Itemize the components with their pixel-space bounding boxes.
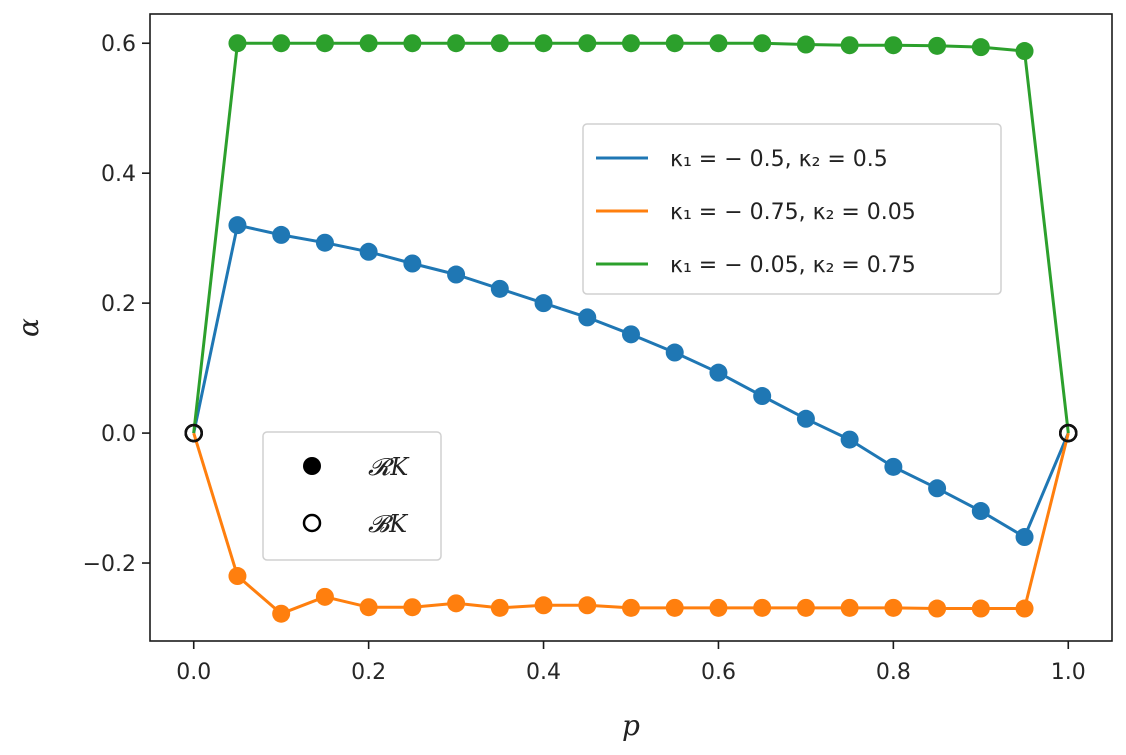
series-3-point: [315, 34, 334, 53]
series-3-endpoint: [184, 423, 203, 443]
series-3-point: [359, 34, 378, 53]
series-3-endpoint: [1059, 423, 1078, 443]
series-1-point: [840, 430, 859, 449]
legend-label: κ₁ = − 0.75, κ₂ = 0.05: [670, 200, 916, 225]
x-tick-label: 0.4: [526, 660, 561, 685]
series-3-point: [665, 34, 684, 53]
series-2-point: [578, 596, 597, 615]
series-3-point: [928, 36, 947, 55]
series-2-point: [709, 598, 728, 617]
series-3-point: [884, 36, 903, 55]
series-1-point: [971, 502, 990, 521]
series-1-point: [578, 308, 597, 327]
series-3-point: [534, 34, 553, 53]
series-2-point: [665, 598, 684, 617]
series-2-point: [447, 594, 466, 613]
x-axis-label: p: [622, 709, 640, 742]
series-3-point: [403, 34, 422, 53]
series-3-point: [1015, 42, 1034, 61]
series-1-point: [315, 233, 334, 252]
series-2-point: [622, 598, 640, 617]
x-tick-label: 0.8: [876, 660, 911, 685]
x-tick-label: 1.0: [1051, 660, 1086, 685]
series-1-point: [359, 242, 378, 261]
series-2-point: [840, 598, 859, 617]
marker-legend-box: [262, 431, 442, 561]
series-2-point: [753, 598, 772, 617]
marker-legend-label: 𝓑K: [368, 510, 409, 538]
x-tick-label: 0.0: [176, 660, 211, 685]
y-tick-label: 0.0: [101, 422, 136, 447]
series-1-point: [928, 479, 947, 498]
series-2-point: [884, 598, 903, 617]
series-3-point: [272, 34, 291, 53]
series-1-point: [665, 343, 684, 362]
series-3-point: [228, 34, 247, 53]
series-1-point: [796, 409, 815, 428]
series-3-point: [490, 34, 509, 53]
series-3-point: [971, 38, 990, 57]
plot-frame: [149, 13, 1113, 642]
series-2-point: [796, 598, 815, 617]
series-2-point: [490, 598, 509, 617]
series-1-point: [272, 225, 291, 244]
series-3-point: [709, 34, 728, 53]
y-tick-label: 0.6: [101, 32, 136, 57]
y-tick-label: 0.4: [101, 162, 136, 187]
y-tick-label: 0.2: [101, 292, 136, 317]
series-1-point: [709, 363, 728, 382]
series-1-point: [534, 294, 553, 313]
series-1-point: [1015, 528, 1034, 547]
series-3-point: [447, 34, 466, 53]
legend-label: κ₁ = − 0.5, κ₂ = 0.5: [670, 147, 888, 172]
series-2-point: [315, 587, 334, 606]
series-1-point: [753, 387, 772, 406]
x-tick-label: 0.2: [351, 660, 386, 685]
legend-layer: κ₁ = − 0.5, κ₂ = 0.5 κ₁ = − 0.75, κ₂ = 0.…: [582, 123, 1002, 295]
marker-legend-label: 𝓡K: [368, 453, 410, 481]
series-3-point: [578, 34, 597, 53]
series-3-point: [796, 35, 815, 54]
series-1-point: [228, 216, 247, 235]
series-1-point: [622, 325, 640, 344]
series-3-point: [622, 34, 640, 53]
series-2-point: [228, 567, 247, 586]
series-2-point: [971, 599, 990, 618]
series-1-point: [884, 457, 903, 476]
marker-legend-filled-circle: [303, 457, 321, 475]
y-tick-label: −0.2: [83, 552, 136, 577]
series-3-point: [840, 36, 859, 55]
x-tick-label: 0.6: [701, 660, 736, 685]
series-2-point: [272, 604, 291, 623]
series-1-point: [490, 279, 509, 298]
marker-legend-open-circle: [302, 513, 322, 533]
series-3-point: [753, 34, 772, 53]
series-1-point: [447, 265, 466, 284]
series-1-point: [403, 254, 422, 273]
axes-layer: 0.0 0.2 0.4 0.6 0.8 1.0 −0.2 0.0 0.2 0.4 0.6 p α: [12, 13, 1113, 742]
series-2-point: [534, 596, 553, 615]
marker-legend-layer: 𝓡K 𝓑K: [262, 431, 442, 561]
series-2-point: [928, 599, 947, 618]
series-2-point: [1015, 599, 1034, 618]
series-layer: [184, 34, 1078, 623]
legend-label: κ₁ = − 0.05, κ₂ = 0.75: [670, 253, 916, 278]
series-2-point: [359, 598, 378, 617]
series-2-point: [403, 598, 422, 617]
legend-box: [582, 123, 1002, 295]
y-axis-label: α: [12, 318, 45, 337]
